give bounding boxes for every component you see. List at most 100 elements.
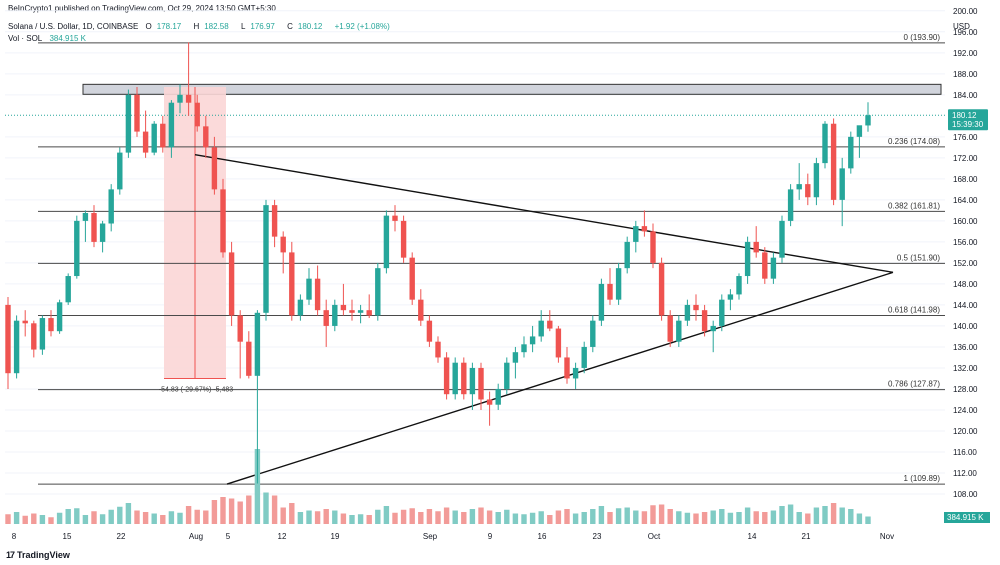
candle[interactable] [323,310,329,326]
candle[interactable] [770,257,777,279]
candle[interactable] [727,294,734,300]
candle[interactable] [211,147,218,190]
candle[interactable] [813,163,820,198]
candle[interactable] [13,320,20,374]
candle[interactable] [676,320,682,342]
candle[interactable] [443,357,450,395]
candle[interactable] [719,299,725,326]
candle[interactable] [280,236,286,253]
candle[interactable] [418,299,424,321]
candle[interactable] [22,320,28,324]
candle[interactable] [263,205,269,313]
candle[interactable] [117,152,123,190]
candle[interactable] [641,226,648,232]
candle[interactable] [220,189,226,253]
candle[interactable] [762,252,768,279]
candle[interactable] [426,320,433,342]
candle[interactable] [435,341,441,358]
candle[interactable] [564,357,570,379]
candle[interactable] [658,262,665,316]
candle[interactable] [74,220,80,277]
candle[interactable] [486,399,493,405]
candle[interactable] [650,231,656,263]
candle[interactable] [82,213,89,221]
candle[interactable] [478,367,484,400]
candle[interactable] [744,241,751,277]
candle[interactable] [392,215,398,221]
candle[interactable] [469,367,476,395]
candle[interactable] [108,189,114,224]
candle[interactable] [779,220,785,258]
candle[interactable] [289,252,295,316]
candle[interactable] [91,213,97,242]
tradingview-logo[interactable]: 17 TradingView [6,550,70,560]
candle[interactable] [340,304,347,311]
candle[interactable] [736,276,742,295]
volume-label[interactable]: Vol · SOL [8,34,43,43]
candle[interactable] [822,123,828,164]
candle[interactable] [461,362,467,395]
candle[interactable] [151,123,157,153]
candle[interactable] [168,102,175,148]
candle[interactable] [667,315,673,342]
candle[interactable] [598,283,605,321]
candle[interactable] [228,252,235,316]
candle[interactable] [142,131,149,153]
candle[interactable] [555,328,562,358]
candle[interactable] [271,205,278,237]
candle[interactable] [409,257,415,300]
candle[interactable] [529,336,536,345]
candle[interactable] [572,367,579,379]
candle[interactable] [452,362,458,395]
candle[interactable] [5,304,11,374]
candle[interactable] [357,310,364,313]
resistance-zone[interactable] [82,83,942,95]
upper-trendline[interactable] [194,154,894,274]
candle[interactable] [693,304,699,311]
candle[interactable] [607,283,613,300]
candle[interactable] [865,115,871,126]
candle[interactable] [590,320,596,347]
candle[interactable] [383,215,390,269]
candle[interactable] [314,278,321,311]
candle[interactable] [31,323,37,350]
candle[interactable] [160,123,166,148]
candle[interactable] [194,102,200,127]
candle[interactable] [615,268,622,300]
candle[interactable] [521,344,527,353]
candle[interactable] [125,94,132,153]
candle[interactable] [796,184,802,190]
candle[interactable] [848,136,854,169]
candle[interactable] [538,320,544,337]
candle[interactable] [185,94,192,103]
candle[interactable] [203,126,209,148]
candle[interactable] [246,341,252,376]
candle[interactable] [400,220,407,258]
candle[interactable] [177,94,183,103]
lower-trendline[interactable] [226,271,894,485]
candle[interactable] [701,310,708,332]
candle[interactable] [99,223,106,242]
candle[interactable] [306,278,312,300]
candle[interactable] [375,268,381,316]
candle[interactable] [65,276,71,303]
candle[interactable] [787,189,794,221]
candle[interactable] [753,241,759,253]
candle[interactable] [332,304,338,326]
candle[interactable] [633,226,639,242]
candle[interactable] [512,352,519,363]
candle[interactable] [366,310,372,316]
candle[interactable] [805,184,811,198]
candle[interactable] [504,362,510,389]
candle[interactable] [581,346,587,368]
candle[interactable] [349,310,355,313]
candle[interactable] [710,325,716,332]
candle[interactable] [254,312,261,376]
candle[interactable] [856,125,863,137]
symbol-name[interactable]: Solana / U.S. Dollar, 1D, COINBASE [8,22,139,31]
candle[interactable] [56,302,63,332]
candle[interactable] [237,315,243,342]
candle[interactable] [839,168,845,200]
candle[interactable] [624,241,630,269]
